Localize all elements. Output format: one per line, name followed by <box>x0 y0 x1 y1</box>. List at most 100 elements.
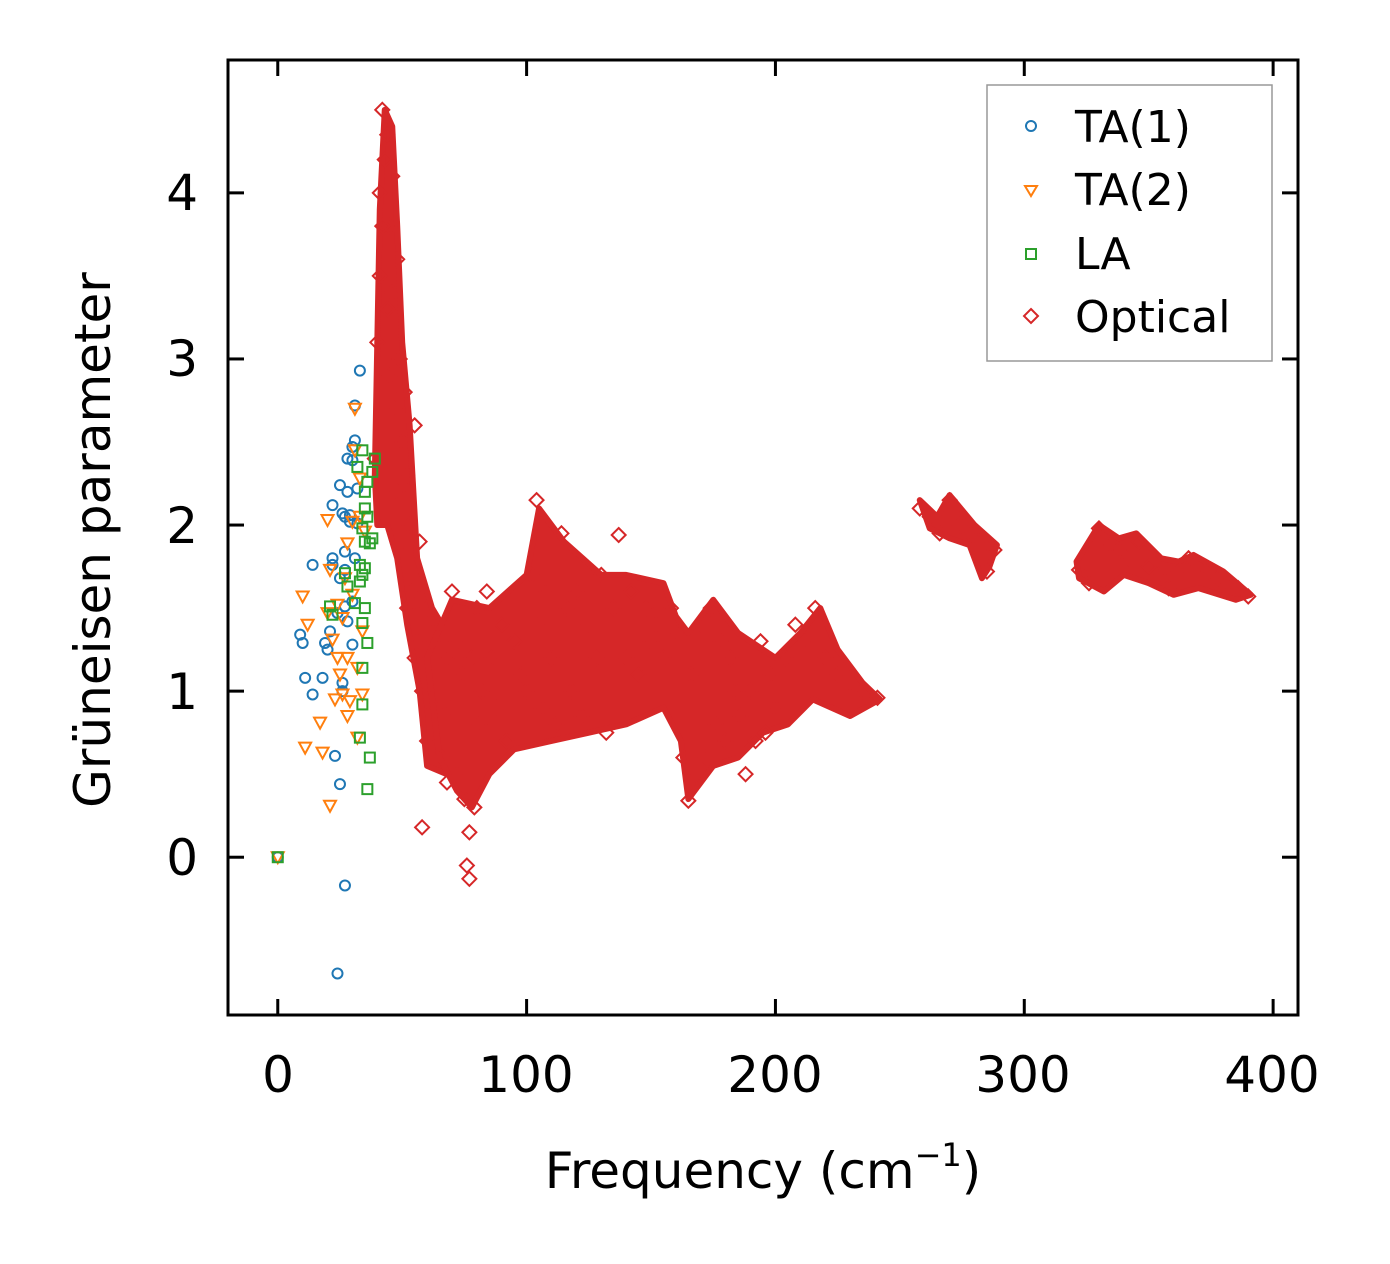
optical-point <box>413 682 431 700</box>
la-point <box>356 522 369 535</box>
optical-point <box>1170 563 1187 580</box>
optical-point <box>617 649 635 667</box>
plot-area <box>270 101 1257 980</box>
optical-point <box>458 857 476 874</box>
ta1-point <box>321 643 334 656</box>
ta2-point <box>324 633 341 648</box>
optical-point <box>732 707 750 725</box>
optical-point <box>373 101 391 119</box>
optical-point <box>707 715 725 733</box>
x-tick-label: 300 <box>975 1046 1070 1104</box>
optical-point <box>587 649 605 667</box>
optical-point <box>431 616 448 634</box>
optical-point <box>637 599 655 617</box>
optical-point <box>971 533 988 551</box>
optical-point <box>423 632 441 650</box>
la-point <box>361 636 374 649</box>
ta2-point <box>297 741 313 756</box>
la-point <box>356 661 369 674</box>
ta1-point <box>341 485 354 498</box>
legend-marker-diamond <box>1022 307 1040 325</box>
ta1-point <box>333 778 346 791</box>
optical-point <box>386 400 404 418</box>
optical-point <box>752 632 769 650</box>
optical-point <box>553 524 570 542</box>
optical-point <box>786 616 804 634</box>
optical-point <box>712 632 730 650</box>
optical-point <box>388 250 406 268</box>
optical-point <box>368 333 386 351</box>
ta1-point <box>329 749 341 762</box>
ta1-point <box>316 671 329 684</box>
optical-point <box>1120 549 1138 567</box>
ta1-point <box>306 688 319 701</box>
optical-point <box>376 151 394 169</box>
optical-point <box>483 649 501 667</box>
optical-point <box>413 818 431 836</box>
legend-item-ta2: TA(2) <box>1023 165 1191 216</box>
la-point <box>324 600 337 613</box>
ta2-point <box>322 563 338 578</box>
legend: TA(1) TA(2) LA Optical <box>986 84 1273 362</box>
optical-point <box>1200 563 1217 580</box>
optical-point <box>518 682 536 700</box>
optical-point <box>513 666 531 683</box>
optical-point <box>463 649 481 667</box>
optical-point <box>443 699 461 717</box>
optical-point <box>630 666 647 683</box>
optical-point <box>406 649 424 667</box>
optical-point <box>426 699 443 717</box>
optical-point <box>460 870 478 888</box>
optical-point <box>1070 561 1088 579</box>
optical-point <box>727 682 745 700</box>
y-axis-label: Grüneisen parameter <box>64 272 122 808</box>
legend-item-ta1: TA(1) <box>1025 102 1191 153</box>
optical-point <box>841 674 859 692</box>
ta2-point <box>327 693 343 708</box>
optical-dense-region <box>424 505 883 811</box>
la-point <box>366 532 379 545</box>
la-point <box>366 465 379 478</box>
optical-point <box>381 367 399 384</box>
ta2-point <box>347 402 363 417</box>
la-point <box>353 575 366 588</box>
optical-point <box>1239 588 1257 605</box>
optical-point <box>453 666 471 683</box>
x-axis-label: Frequency (cm−1) <box>545 1136 982 1200</box>
la-point <box>356 444 369 457</box>
x-tick-label: 400 <box>1224 1046 1319 1104</box>
optical-point <box>371 267 389 285</box>
ta2-point <box>354 625 371 640</box>
la-point <box>361 783 374 796</box>
optical-point <box>567 583 585 600</box>
ta2-point <box>299 618 316 633</box>
optical-point <box>1219 574 1237 592</box>
ta1-point <box>294 628 307 641</box>
optical-point <box>757 724 774 742</box>
optical-point <box>687 765 705 783</box>
ta2-point <box>294 590 311 605</box>
optical-point <box>961 524 978 542</box>
ta1-point <box>338 879 351 892</box>
optical-point <box>406 416 424 434</box>
la-point <box>353 558 366 571</box>
ta2-point <box>319 607 336 622</box>
optical-point <box>371 184 389 202</box>
ta1-point <box>346 595 359 608</box>
ta1-point <box>346 638 359 651</box>
optical-point <box>393 533 411 551</box>
optical-point <box>455 790 473 808</box>
optical-point <box>418 732 436 750</box>
optical-point <box>470 715 488 733</box>
optical-point <box>1160 579 1178 597</box>
la-point <box>341 580 354 593</box>
y-tick-label: 4 <box>166 164 198 222</box>
optical-point <box>1140 558 1158 575</box>
x-tick-label: 200 <box>727 1046 822 1104</box>
optical-point <box>717 732 735 750</box>
optical-point <box>1180 549 1197 567</box>
optical-point <box>796 632 814 650</box>
y-tick-label: 0 <box>166 829 198 887</box>
la-point <box>363 751 376 764</box>
